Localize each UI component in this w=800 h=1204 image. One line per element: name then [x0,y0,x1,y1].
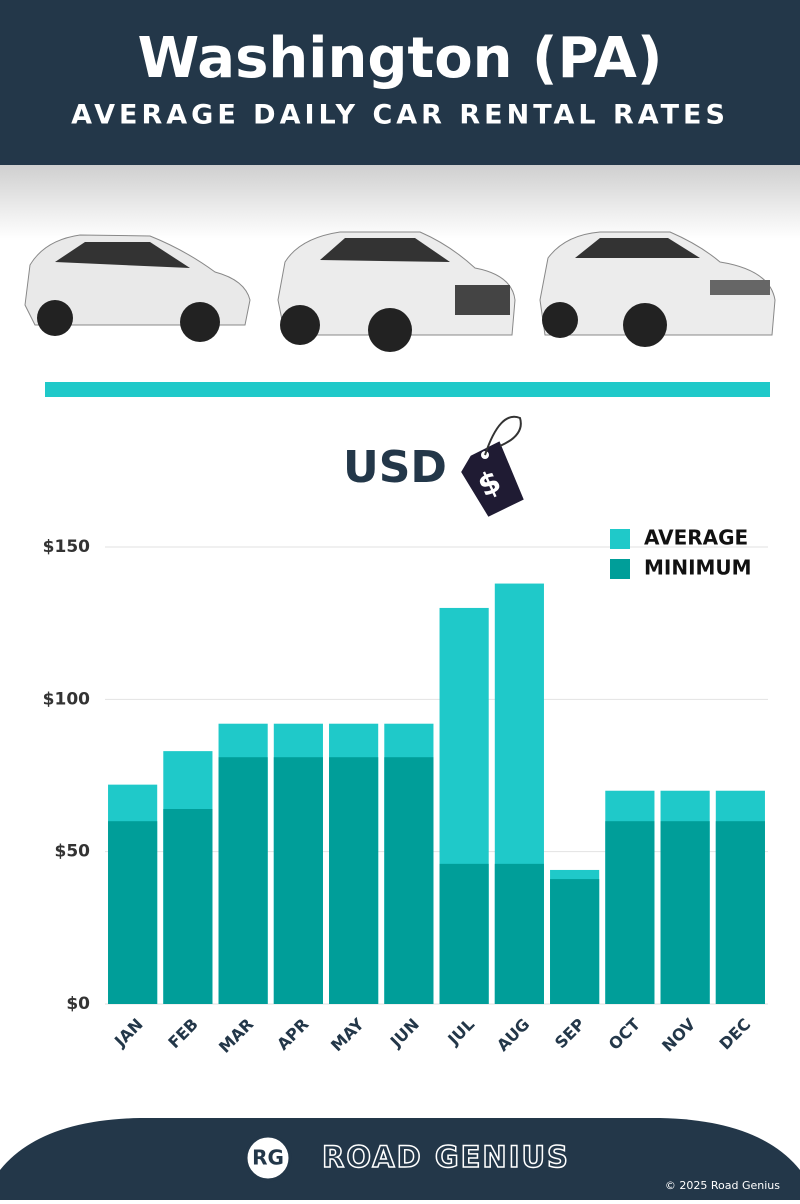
car-1 [24,234,251,342]
subtitle: AVERAGE DAILY CAR RENTAL RATES [71,100,729,131]
logo: RG [252,1146,284,1170]
legend-label: MINIMUM [644,556,752,580]
car-3 [539,231,776,347]
title: Washington (PA) [138,26,663,91]
bar [494,863,544,1004]
bar [439,863,489,1004]
bar [605,821,655,1004]
bar [660,821,710,1004]
bar [163,809,213,1004]
brand-name: ROAD GENIUS [322,1140,570,1174]
legend-swatch [610,529,630,549]
y-tick-label: $150 [43,537,90,557]
bar [218,757,268,1004]
bar [273,757,323,1004]
y-tick-label: $50 [55,842,91,862]
divider [45,382,770,397]
footer [0,1118,800,1200]
bar [329,757,379,1004]
bar [715,821,765,1004]
bar [384,757,434,1004]
legend-label: AVERAGE [644,526,748,550]
y-tick-label: $0 [66,994,90,1014]
header [0,0,800,165]
legend-swatch [610,559,630,579]
car-2 [277,231,516,352]
bar [550,879,600,1004]
unit-label: USD [343,442,447,493]
price-tag: $ [458,415,527,520]
bar [108,821,158,1004]
logo-circle [244,1134,292,1182]
copyright: © 2025 Road Genius [665,1179,780,1192]
y-tick-label: $100 [43,689,90,709]
